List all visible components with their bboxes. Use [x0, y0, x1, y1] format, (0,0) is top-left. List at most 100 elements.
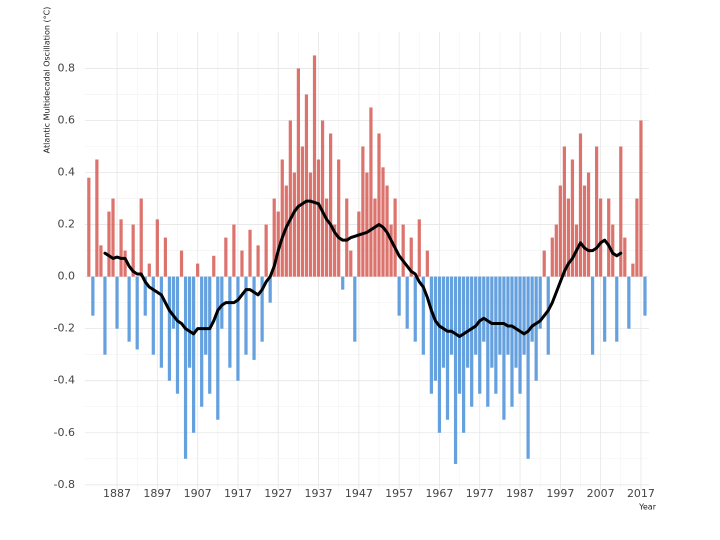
x-tick-label: 2007 — [587, 487, 615, 500]
bar — [300, 146, 305, 277]
bar — [131, 224, 135, 277]
x-tick-label: 1987 — [506, 487, 534, 500]
bar — [361, 146, 365, 277]
bar — [470, 276, 474, 407]
bar — [578, 133, 583, 277]
bar — [240, 250, 244, 277]
bar — [441, 276, 446, 368]
bar — [324, 198, 329, 277]
bar — [155, 219, 159, 277]
bar — [619, 146, 623, 277]
bar — [526, 276, 530, 459]
y-tick-label: -0.2 — [54, 322, 75, 335]
bar — [437, 276, 442, 433]
bar — [236, 276, 240, 381]
bar — [369, 107, 373, 277]
bar — [566, 198, 571, 277]
bar — [252, 276, 256, 360]
bar — [462, 276, 466, 433]
y-tick-label: -0.8 — [54, 478, 75, 491]
bar — [631, 263, 635, 277]
bar — [175, 276, 180, 394]
x-tick-label: 1887 — [103, 487, 131, 500]
bar — [594, 146, 599, 277]
bar — [534, 276, 538, 381]
bar — [590, 276, 595, 355]
bar — [357, 211, 361, 277]
bar — [95, 159, 99, 277]
bar — [147, 263, 151, 277]
bar — [171, 276, 176, 329]
x-tick-label: 1937 — [305, 487, 333, 500]
bar — [200, 276, 204, 407]
bar — [405, 276, 409, 329]
bar — [389, 224, 393, 277]
bar — [244, 276, 248, 355]
bar — [288, 120, 292, 277]
x-tick-label: 1907 — [184, 487, 212, 500]
bar — [228, 276, 232, 368]
bar — [445, 276, 450, 420]
x-tick-label: 1917 — [224, 487, 252, 500]
bar — [627, 276, 631, 329]
bar — [478, 276, 482, 394]
bar — [115, 276, 119, 329]
y-tick-label: -0.6 — [54, 426, 75, 439]
bar — [453, 276, 458, 464]
bar — [353, 276, 357, 342]
bar — [425, 250, 429, 277]
y-tick-label: 0.2 — [58, 218, 76, 231]
bar — [329, 133, 333, 277]
x-tick-label: 1997 — [546, 487, 574, 500]
bar — [514, 276, 518, 368]
bar — [570, 159, 575, 277]
bar — [599, 198, 603, 277]
bar — [276, 211, 280, 277]
bar — [179, 250, 184, 277]
bar — [546, 276, 550, 355]
bar — [550, 237, 554, 277]
bar — [264, 224, 268, 277]
bar — [119, 219, 123, 277]
bar — [99, 245, 103, 277]
bar — [474, 276, 478, 355]
bar — [466, 276, 470, 368]
smooth-line — [103, 199, 623, 338]
bar — [562, 146, 566, 277]
bar — [337, 159, 341, 277]
bar — [260, 276, 264, 342]
bar — [538, 276, 542, 329]
bar — [220, 276, 224, 329]
bar — [607, 198, 611, 277]
bar — [167, 276, 172, 381]
bar — [191, 276, 196, 433]
bar — [393, 198, 397, 277]
bar — [623, 237, 627, 277]
bar — [187, 276, 192, 368]
bar — [365, 172, 369, 277]
bar — [542, 250, 546, 277]
bar — [320, 120, 325, 277]
bar — [582, 185, 587, 277]
bar — [224, 237, 228, 277]
y-tick-label: 0.0 — [58, 270, 76, 283]
bar — [486, 276, 490, 407]
bar — [127, 276, 131, 342]
bar — [530, 276, 534, 342]
x-tick-label: 1977 — [466, 487, 494, 500]
bar — [417, 219, 421, 277]
bar — [482, 276, 486, 342]
bar — [377, 133, 381, 277]
x-tick-label: 1927 — [264, 487, 292, 500]
bar — [381, 167, 385, 277]
bar — [248, 229, 252, 277]
bar — [107, 211, 111, 277]
bar — [256, 245, 260, 277]
bar — [312, 55, 317, 277]
bar — [494, 276, 498, 394]
bar — [232, 224, 236, 277]
bar — [87, 177, 91, 277]
y-axis-label: Atlantic Multidecadal Oscillation (°C) — [43, 7, 52, 154]
bar — [139, 198, 143, 277]
bar — [280, 159, 284, 277]
